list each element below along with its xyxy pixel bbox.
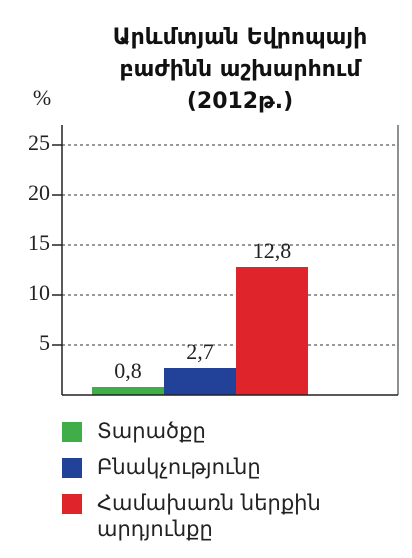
y-tick-label: 20 [28, 180, 50, 205]
chart: Արևմտյան Եվրոպայի բաժինն աշխարհում (2012թ.… [28, 25, 399, 396]
y-tick-label: 15 [28, 230, 50, 255]
legend-item: Համախառն ներքին արդյունքը [62, 490, 402, 542]
data-label: 0,8 [114, 358, 142, 383]
bar [92, 387, 164, 395]
legend-label: Բնակչությունը [97, 455, 261, 479]
y-tick-label: 10 [28, 280, 50, 305]
legend-label: Համախառն ներքին արդյունքը [97, 491, 321, 541]
legend-item: Տարածքը [62, 418, 402, 444]
y-tick-label: 5 [39, 330, 50, 355]
y-axis-label: % [33, 85, 51, 110]
data-label: 2,7 [186, 339, 214, 364]
chart-title: Արևմտյան Եվրոպայի [113, 25, 367, 50]
y-tick-label: 25 [28, 130, 50, 155]
legend-swatch [62, 422, 82, 442]
legend-swatch [62, 458, 82, 478]
legend-label: Տարածքը [97, 419, 206, 443]
legend-swatch [62, 494, 82, 514]
chart-title: բաժինն աշխարհում [119, 57, 362, 82]
data-label: 12,8 [253, 238, 292, 263]
legend: Տարածքը Բնակչությունը Համախառն ներքին արդյ… [62, 418, 402, 552]
legend-item: Բնակչությունը [62, 454, 402, 480]
bar [164, 368, 236, 395]
bar [236, 267, 308, 395]
chart-title: (2012թ.) [187, 89, 293, 114]
